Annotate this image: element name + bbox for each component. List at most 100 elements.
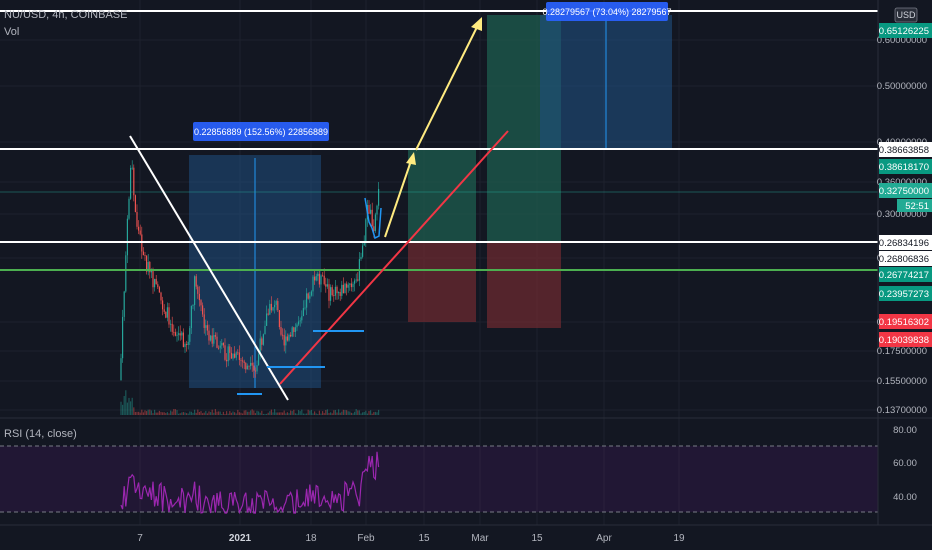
- volume-bar: [171, 411, 173, 415]
- time-tick: Feb: [357, 533, 375, 544]
- drawings: [129, 17, 509, 401]
- volume-bar: [152, 413, 154, 415]
- time-tick: 15: [418, 533, 430, 544]
- rsi-tick: 80.00: [893, 425, 917, 436]
- volume-bar: [141, 409, 143, 415]
- volume-bar: [230, 412, 232, 415]
- volume-bar: [370, 410, 372, 415]
- candle-body: [134, 195, 136, 213]
- candle-body: [200, 300, 202, 306]
- volume-bar: [227, 413, 229, 415]
- time-tick: 18: [305, 533, 317, 544]
- candle-body: [142, 251, 144, 256]
- volume-bar: [144, 410, 146, 415]
- volume-bars: [120, 390, 380, 415]
- price-label-bg: [879, 23, 932, 38]
- rsi-tick: 60.00: [893, 458, 917, 469]
- price-label-bg: [879, 286, 932, 301]
- volume-label: Vol: [4, 26, 19, 38]
- volume-bar: [338, 409, 340, 415]
- rsi-tick: 40.00: [893, 492, 917, 503]
- candle-body: [246, 365, 248, 370]
- price-label-bg: [879, 183, 932, 198]
- candle-body: [264, 325, 266, 335]
- candle-body: [346, 283, 348, 288]
- candle-body: [245, 362, 247, 370]
- volume-bar: [133, 407, 135, 415]
- volume-bar: [122, 404, 124, 415]
- volume-bar: [299, 411, 301, 415]
- volume-bar: [125, 390, 127, 415]
- volume-bar: [317, 413, 319, 415]
- volume-bar: [274, 409, 276, 415]
- candle-body: [363, 243, 365, 246]
- rsi-line: [120, 451, 380, 515]
- candle-body: [234, 353, 236, 358]
- volume-bar: [168, 413, 170, 415]
- volume-bar: [222, 411, 224, 415]
- volume-bar: [290, 410, 292, 415]
- candle-body: [214, 335, 216, 337]
- volume-bar: [253, 410, 255, 415]
- candle-body: [333, 295, 335, 296]
- candle-body: [374, 214, 376, 232]
- volume-bar: [149, 409, 151, 415]
- candle-body: [352, 283, 354, 288]
- volume-bar: [262, 413, 264, 415]
- candle-body: [160, 292, 162, 301]
- rsi-ticks: 80.00 60.00 40.00: [893, 425, 917, 503]
- candle-body: [347, 284, 349, 288]
- candle-body: [299, 320, 301, 322]
- candle-body: [170, 323, 172, 325]
- candle-body: [338, 291, 340, 294]
- volume-bar: [208, 411, 210, 415]
- price-label-bg: [879, 332, 932, 347]
- volume-bar: [179, 413, 181, 415]
- candle-body: [147, 261, 149, 272]
- candle-body: [266, 313, 268, 326]
- volume-bar: [234, 412, 236, 415]
- candle-body: [368, 204, 370, 214]
- price-label: 0.65126225: [879, 26, 929, 37]
- volume-bar: [254, 413, 256, 415]
- volume-bar: [248, 411, 250, 415]
- candle-body: [166, 307, 168, 318]
- candle-body: [205, 325, 207, 328]
- candle-body: [174, 332, 176, 336]
- candle-body: [291, 327, 293, 337]
- candle-body: [360, 256, 362, 260]
- rsi-band-fill: [0, 446, 878, 512]
- volume-bar: [336, 412, 338, 415]
- volume-bar: [160, 411, 162, 415]
- candle-body: [202, 305, 204, 315]
- candle-body: [371, 209, 373, 227]
- countdown-label: 52:51: [905, 201, 929, 212]
- volume-bar: [206, 413, 208, 415]
- volume-bar: [150, 410, 152, 415]
- candle-body: [322, 275, 324, 277]
- volume-bar: [251, 409, 253, 415]
- volume-bar: [352, 413, 354, 415]
- projection-arrow-1: [384, 157, 413, 238]
- volume-bar: [202, 413, 204, 415]
- volume-bar: [261, 410, 263, 415]
- candle-body: [331, 287, 333, 296]
- candle-body: [323, 275, 325, 285]
- candle-body: [139, 230, 141, 235]
- candle-body: [354, 280, 356, 284]
- volume-bar: [307, 409, 309, 415]
- volume-bar: [221, 413, 223, 415]
- volume-bar: [368, 410, 370, 415]
- volume-bar: [314, 411, 316, 415]
- price-label: 0.38618170: [879, 162, 929, 173]
- currency-button[interactable]: USD: [894, 7, 918, 23]
- volume-bar: [322, 411, 324, 415]
- candle-body: [262, 334, 264, 345]
- rsi-label: RSI (14, close): [4, 428, 77, 440]
- volume-bar: [315, 413, 317, 415]
- candle-body: [283, 335, 285, 346]
- candle-body: [248, 365, 250, 367]
- candle-body: [320, 275, 322, 285]
- volume-bar: [304, 413, 306, 415]
